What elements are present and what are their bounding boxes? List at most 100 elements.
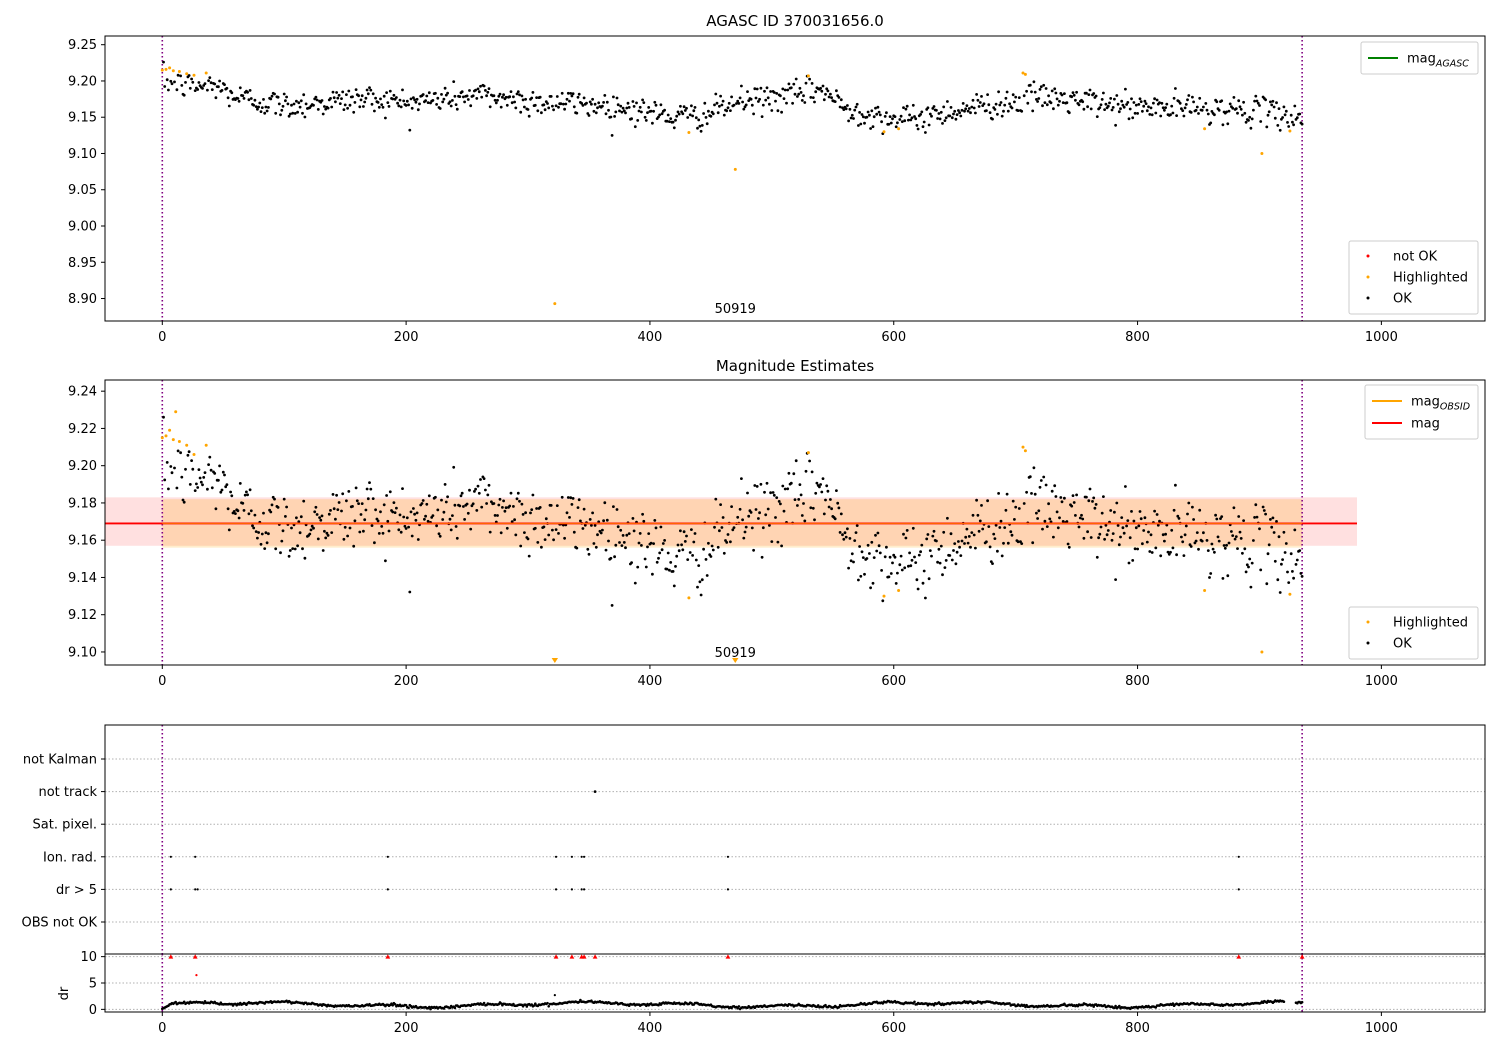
ok-point bbox=[671, 570, 675, 573]
ok-point bbox=[946, 100, 949, 103]
ok-point bbox=[938, 117, 942, 121]
ok-point bbox=[330, 105, 334, 109]
ok-point bbox=[316, 537, 320, 541]
x-tick-label: 1000 bbox=[1365, 330, 1398, 345]
ok-point bbox=[1022, 502, 1026, 505]
ok-point bbox=[513, 518, 516, 522]
ok-point bbox=[515, 92, 519, 96]
ok-point bbox=[370, 524, 374, 527]
ok-point bbox=[1032, 80, 1036, 84]
ok-point bbox=[1164, 106, 1167, 109]
ok-point bbox=[1085, 495, 1088, 499]
ok-point bbox=[661, 542, 665, 545]
ok-point bbox=[932, 529, 936, 533]
ok-point bbox=[426, 519, 430, 523]
y-tick-label: 8.90 bbox=[68, 292, 97, 307]
ok-point bbox=[508, 95, 512, 99]
ok-point bbox=[781, 484, 785, 488]
ok-point bbox=[850, 113, 854, 117]
ok-point bbox=[342, 537, 346, 541]
x-tick-label: 400 bbox=[638, 330, 663, 345]
ok-point bbox=[453, 503, 457, 507]
ok-point bbox=[451, 99, 454, 102]
ok-point bbox=[560, 495, 564, 499]
ok-point bbox=[808, 459, 811, 463]
ok-point bbox=[958, 111, 961, 115]
ok-point bbox=[888, 115, 892, 118]
ok-point bbox=[1127, 561, 1131, 565]
ok-point bbox=[458, 95, 462, 98]
ok-point bbox=[1221, 577, 1225, 580]
ok-point bbox=[819, 86, 822, 90]
ok-point bbox=[462, 505, 465, 508]
ok-point bbox=[922, 569, 926, 573]
ok-point bbox=[1128, 536, 1132, 540]
ok-point bbox=[391, 510, 395, 514]
ok-point bbox=[693, 106, 697, 109]
ok-point bbox=[238, 86, 242, 90]
ok-point bbox=[530, 508, 534, 511]
ok-point bbox=[1291, 570, 1294, 573]
highlighted-point bbox=[1021, 71, 1025, 75]
ok-point bbox=[1124, 485, 1127, 488]
flag-point bbox=[580, 855, 583, 858]
ok-point bbox=[1239, 107, 1243, 111]
ok-point bbox=[382, 503, 386, 507]
ok-point bbox=[572, 105, 576, 109]
ok-point bbox=[697, 564, 701, 567]
ok-point bbox=[721, 99, 725, 103]
dr-outlier bbox=[553, 994, 556, 997]
ok-point bbox=[941, 573, 944, 577]
ok-point bbox=[196, 88, 200, 91]
ok-point bbox=[889, 572, 893, 575]
flag-point bbox=[554, 855, 558, 858]
highlighted-point bbox=[733, 167, 737, 171]
ok-point bbox=[248, 488, 252, 492]
ok-point bbox=[1266, 552, 1270, 556]
ok-point bbox=[291, 547, 295, 550]
ok-point bbox=[1032, 466, 1036, 470]
ok-point bbox=[763, 89, 766, 93]
ok-point bbox=[619, 104, 623, 108]
ok-point bbox=[904, 536, 908, 540]
ok-point bbox=[1025, 89, 1028, 93]
ok-point bbox=[488, 530, 492, 534]
y-tick-label: 9.25 bbox=[68, 38, 97, 53]
ok-point bbox=[247, 512, 251, 516]
ok-point bbox=[814, 491, 818, 495]
x-tick-label: 200 bbox=[394, 1021, 419, 1036]
ok-point bbox=[345, 499, 348, 503]
ok-point bbox=[871, 581, 875, 585]
ok-point bbox=[236, 509, 240, 513]
ok-point bbox=[536, 109, 540, 113]
ok-point bbox=[1236, 111, 1239, 115]
ok-point bbox=[348, 526, 352, 530]
ok-point bbox=[697, 118, 701, 122]
ok-point bbox=[220, 488, 224, 492]
ok-point bbox=[1148, 113, 1152, 116]
ok-point bbox=[616, 525, 620, 529]
ok-point bbox=[460, 491, 464, 495]
ok-point bbox=[249, 97, 253, 100]
ok-point bbox=[614, 543, 618, 547]
ok-point bbox=[642, 519, 646, 523]
ok-point bbox=[520, 94, 524, 98]
ok-point bbox=[602, 101, 605, 104]
ok-point bbox=[636, 565, 640, 569]
ok-point bbox=[274, 547, 278, 551]
ok-point bbox=[473, 490, 476, 493]
dr-point bbox=[202, 1002, 205, 1005]
ok-point bbox=[293, 547, 297, 551]
ok-point bbox=[658, 551, 662, 555]
ok-point bbox=[630, 117, 633, 121]
ok-point bbox=[1247, 119, 1250, 122]
ok-point bbox=[533, 103, 537, 107]
ok-point bbox=[318, 516, 321, 519]
ok-point bbox=[893, 115, 897, 118]
y-tick-label: 9.18 bbox=[68, 496, 97, 511]
ok-point bbox=[354, 486, 358, 490]
ok-point bbox=[498, 92, 502, 96]
ok-point bbox=[1122, 531, 1126, 535]
ok-point bbox=[655, 560, 659, 564]
ok-point bbox=[395, 96, 398, 99]
